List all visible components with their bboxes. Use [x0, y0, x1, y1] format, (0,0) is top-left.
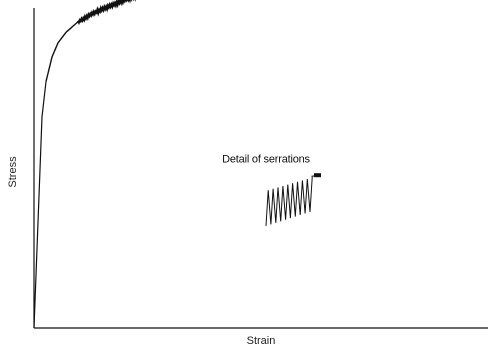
y-axis-label: Stress [7, 156, 19, 188]
serrations-annotation: Detail of serrations [222, 154, 310, 166]
x-axis-label: Strain [247, 335, 276, 347]
stress-strain-curve [33, 0, 138, 329]
yield-transition-segment [45, 21, 79, 82]
elastic-segment [33, 81, 47, 329]
serration-detail-inset [265, 173, 321, 226]
serration-sawtooth [265, 174, 321, 226]
serration-end-mark [314, 173, 321, 178]
serrated-flow-segment [77, 0, 138, 26]
